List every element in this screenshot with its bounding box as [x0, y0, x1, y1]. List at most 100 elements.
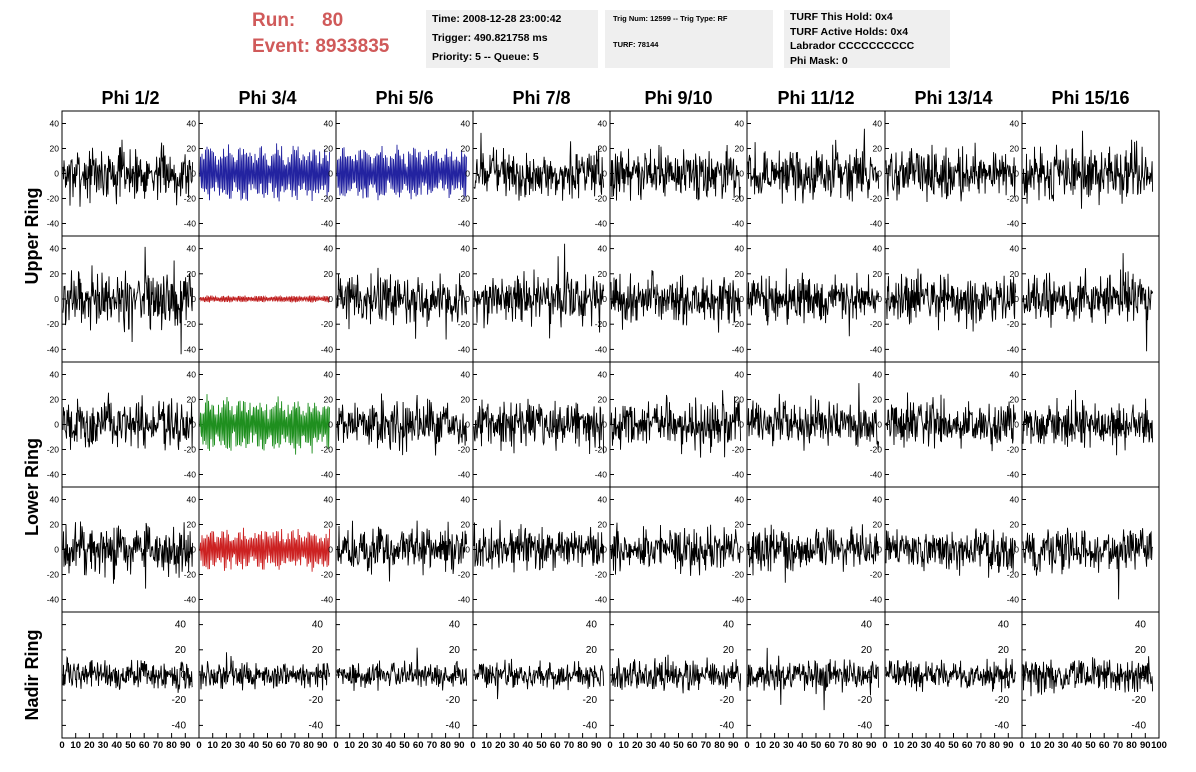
y-tick-label: 0: [877, 294, 882, 304]
y-tick-label: -40: [595, 595, 608, 605]
row-title: Lower Ring: [22, 438, 42, 536]
waveform-trace: [336, 144, 468, 201]
y-tick-label: 0: [328, 294, 333, 304]
x-tick-label: 30: [1058, 740, 1069, 751]
y-tick-label: 20: [1010, 520, 1020, 530]
y-tick-label: 0: [877, 545, 882, 555]
y-tick-label: -20: [47, 194, 60, 204]
y-tick-label: 20: [586, 645, 598, 656]
waveform-trace: [62, 139, 194, 207]
waveform-trace: [885, 142, 1017, 203]
y-tick-label: 20: [861, 645, 873, 656]
column-title: Phi 7/8: [512, 88, 570, 108]
y-tick-label: -40: [732, 219, 745, 229]
waveform-trace: [199, 652, 331, 691]
run-event-box: Run: 80 Event: 8933835: [252, 8, 389, 60]
y-tick-label: 40: [873, 495, 883, 505]
x-tick-label: 60: [687, 740, 698, 751]
y-tick-label: 40: [735, 119, 745, 129]
x-tick-label: 50: [125, 740, 136, 751]
x-tick-label: 30: [372, 740, 383, 751]
x-tick-label: 20: [769, 740, 780, 751]
y-tick-label: 40: [598, 370, 608, 380]
waveform-trace: [885, 528, 1017, 578]
x-tick-label: 20: [358, 740, 369, 751]
waveform-trace: [62, 521, 194, 589]
y-tick-label: 40: [324, 119, 334, 129]
x-tick-label: 20: [495, 740, 506, 751]
y-tick-label: 0: [54, 294, 59, 304]
x-tick-label: 20: [632, 740, 643, 751]
y-tick-label: -20: [458, 570, 471, 580]
y-tick-label: -40: [309, 720, 324, 731]
x-tick-label: 40: [660, 740, 671, 751]
y-tick-label: -40: [1007, 595, 1020, 605]
y-tick-label: -40: [458, 344, 471, 354]
x-tick-label: 40: [797, 740, 808, 751]
y-tick-label: -40: [321, 470, 334, 480]
y-tick-label: 20: [598, 395, 608, 405]
y-tick-label: 40: [324, 495, 334, 505]
y-tick-label: 40: [50, 370, 60, 380]
y-tick-label: 0: [317, 670, 323, 681]
x-tick-label: 60: [1099, 740, 1110, 751]
y-tick-label: 0: [602, 169, 607, 179]
y-tick-label: 20: [735, 144, 745, 154]
y-tick-label: -20: [458, 319, 471, 329]
y-tick-label: 20: [187, 520, 197, 530]
y-tick-label: 0: [191, 545, 196, 555]
x-tick-label: 70: [427, 740, 438, 751]
y-tick-label: 40: [598, 119, 608, 129]
y-tick-label: -20: [1007, 445, 1020, 455]
y-tick-label: 0: [602, 420, 607, 430]
waveform-trace: [199, 394, 331, 455]
waveform-trace: [885, 268, 1017, 332]
y-tick-label: 20: [324, 269, 334, 279]
x-tick-label: 10: [1030, 740, 1041, 751]
y-tick-label: 20: [873, 520, 883, 530]
x-tick-label: 40: [112, 740, 123, 751]
x-tick-label: 70: [976, 740, 987, 751]
column-title: Phi 5/6: [375, 88, 433, 108]
y-tick-label: -40: [321, 219, 334, 229]
x-tick-label: 80: [577, 740, 588, 751]
trigger-line: Trigger: 490.821758 ms: [432, 32, 548, 44]
y-tick-label: -40: [446, 720, 461, 731]
y-tick-label: -40: [732, 344, 745, 354]
y-tick-label: 0: [1014, 545, 1019, 555]
y-tick-label: 20: [187, 144, 197, 154]
x-tick-label: 0: [333, 740, 338, 751]
y-tick-label: 40: [461, 119, 471, 129]
y-tick-label: -40: [184, 595, 197, 605]
y-tick-label: -20: [446, 695, 461, 706]
y-tick-label: 40: [461, 370, 471, 380]
y-tick-label: -40: [184, 344, 197, 354]
trig-num-line: Trig Num: 12599 -- Trig Type: RF: [613, 14, 728, 23]
y-tick-label: 0: [877, 420, 882, 430]
y-tick-label: 20: [873, 144, 883, 154]
waveform-trace: [62, 246, 194, 355]
y-tick-label: 40: [50, 495, 60, 505]
y-tick-label: 40: [735, 370, 745, 380]
y-tick-label: 40: [50, 244, 60, 254]
y-tick-label: 0: [877, 169, 882, 179]
y-tick-label: -20: [720, 695, 735, 706]
y-tick-label: 20: [735, 520, 745, 530]
y-tick-label: -20: [595, 445, 608, 455]
y-tick-label: 20: [312, 645, 324, 656]
column-title: Phi 1/2: [101, 88, 159, 108]
waveform-trace: [473, 243, 605, 339]
waveform-trace: [610, 270, 741, 333]
waveform-trace: [747, 647, 880, 711]
y-tick-label: 40: [873, 244, 883, 254]
y-tick-label: 40: [735, 495, 745, 505]
y-tick-label: -20: [732, 570, 745, 580]
y-tick-label: -40: [172, 720, 187, 731]
y-tick-label: -20: [1132, 695, 1147, 706]
waveform-trace: [1022, 130, 1154, 209]
y-tick-label: 0: [1014, 169, 1019, 179]
x-tick-label: 50: [948, 740, 959, 751]
x-tick-label: 90: [591, 740, 602, 751]
y-tick-label: 40: [586, 620, 598, 631]
x-tick-label: 10: [893, 740, 904, 751]
